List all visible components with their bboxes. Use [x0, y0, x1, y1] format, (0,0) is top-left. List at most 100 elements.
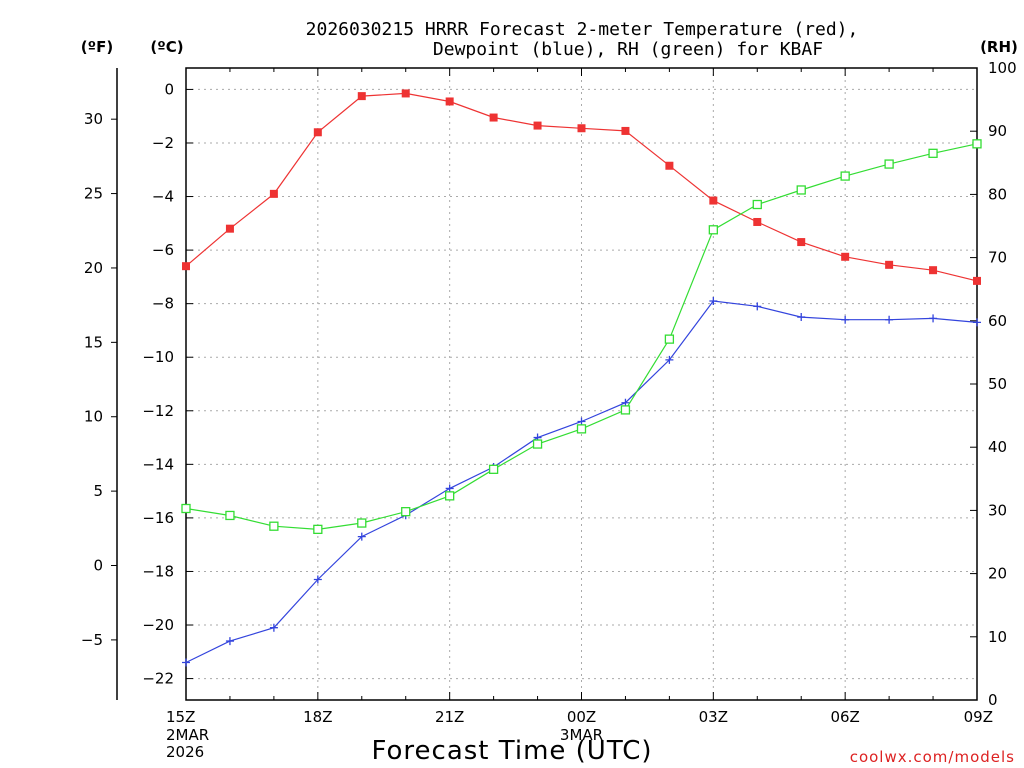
watermark: coolwx.com/models [850, 748, 1015, 766]
rh-point [576, 424, 587, 434]
x-tick-label-21Z: 21Z [435, 708, 464, 726]
y-axis-fahrenheit-unit: (ºF) [81, 38, 113, 56]
temperature-point [929, 266, 938, 275]
rh-point [752, 199, 762, 210]
temperature-point [797, 238, 806, 247]
plot-frame [185, 67, 978, 701]
celsius-tick-label: −10 [142, 348, 174, 366]
temperature-point [841, 252, 850, 261]
grid-lines [186, 68, 977, 700]
x-tick-label-15Z: 15Z [166, 708, 195, 726]
temperature-point [753, 217, 762, 226]
rh-tick-label: 0 [988, 691, 998, 709]
fahrenheit-tick-label: 20 [84, 259, 103, 277]
rh-tick-label: 10 [988, 628, 1007, 646]
temperature-point [885, 260, 894, 269]
series-group [181, 89, 982, 667]
chart-title-line1: 2026030215 HRRR Forecast 2-meter Tempera… [306, 19, 859, 40]
dewpoint-point [797, 313, 806, 322]
temperature-point [182, 262, 190, 271]
temperature-point [709, 196, 718, 205]
temperature-point [577, 124, 586, 133]
rh-point [269, 521, 279, 531]
rh-tick-label: 20 [988, 565, 1007, 583]
fahrenheit-tick-label: 25 [84, 185, 103, 203]
x-tick-label-09Z: 09Z [964, 708, 993, 726]
celsius-tick-label: −20 [142, 616, 174, 634]
rh-point [884, 159, 894, 169]
dewpoint-point [709, 296, 718, 305]
rh-point [664, 334, 675, 344]
rh-point [225, 510, 235, 521]
celsius-tick-label: −8 [152, 295, 174, 313]
temperature-point [401, 89, 410, 98]
rh-point [357, 518, 367, 528]
temperature-line [185, 92, 978, 282]
fahrenheit-tick-label: 30 [84, 110, 103, 128]
temperature-point [533, 121, 542, 130]
dewpoint-point [577, 417, 586, 426]
rh-point [532, 439, 543, 449]
chart-title-line2: Dewpoint (blue), RH (green) for KBAF [433, 39, 823, 60]
x-tick-label-00Z: 00Z [567, 708, 596, 726]
dewpoint-point [269, 623, 278, 632]
rh-point [313, 524, 323, 535]
fahrenheit-tick-label: 0 [93, 557, 103, 575]
temperature-point [621, 126, 630, 135]
celsius-tick-label: −2 [152, 134, 174, 152]
temperature-point [665, 161, 674, 170]
celsius-tick-label: −14 [142, 455, 174, 473]
temperature-point [313, 128, 322, 137]
rh-point [181, 503, 191, 514]
dewpoint-point [973, 318, 981, 327]
celsius-tick-label: −4 [152, 188, 174, 206]
dewpoint-point [885, 315, 894, 324]
temperature-point [973, 276, 981, 285]
fahrenheit-tick-label: 10 [84, 408, 103, 426]
rh-point [928, 148, 938, 158]
celsius-tick-label: −16 [142, 509, 174, 527]
dewpoint-point [182, 658, 190, 667]
celsius-tick-label: −18 [142, 562, 174, 580]
axes [111, 67, 978, 701]
rh-tick-label: 30 [988, 501, 1007, 519]
rh-tick-label: 40 [988, 438, 1007, 456]
dewpoint-point [665, 355, 674, 364]
dewpoint-point [357, 532, 366, 541]
fahrenheit-tick-label: −5 [81, 631, 103, 649]
y-axis-rh-unit: (RH) [980, 38, 1018, 56]
x-tick-label-03Z: 03Z [699, 708, 728, 726]
rh-point [620, 405, 631, 415]
x-tick-date-label: 2MAR [166, 726, 209, 744]
rh-tick-label: 60 [988, 312, 1007, 330]
dewpoint-point [225, 637, 234, 646]
temperature-point [445, 97, 454, 106]
temperature-point [269, 189, 278, 198]
x-tick-year-label: 2026 [166, 743, 204, 761]
x-axis-label: Forecast Time (UTC) [371, 736, 652, 766]
temperature-point [489, 113, 498, 122]
celsius-tick-label: −12 [142, 402, 174, 420]
rh-tick-label: 80 [988, 185, 1007, 203]
dewpoint-point [929, 314, 938, 323]
dewpoint-point [445, 484, 454, 493]
rh-tick-label: 90 [988, 122, 1007, 140]
fahrenheit-tick-label: 15 [84, 333, 103, 351]
x-tick-date-label: 3MAR [560, 726, 603, 744]
temperature-point [225, 224, 234, 233]
dewpoint-point [753, 302, 762, 311]
rh-tick-label: 100 [988, 59, 1017, 77]
rh-tick-label: 70 [988, 249, 1007, 267]
x-tick-label-18Z: 18Z [303, 708, 332, 726]
rh-point [445, 491, 455, 501]
fahrenheit-tick-label: 5 [93, 482, 103, 500]
rh-point [708, 225, 718, 235]
rh-point [796, 185, 806, 195]
celsius-tick-label: −22 [142, 670, 174, 688]
y-axis-celsius-unit: (ºC) [150, 38, 183, 56]
temperature-point [357, 92, 366, 101]
dewpoint-point [841, 315, 850, 324]
rh-tick-label: 50 [988, 375, 1007, 393]
